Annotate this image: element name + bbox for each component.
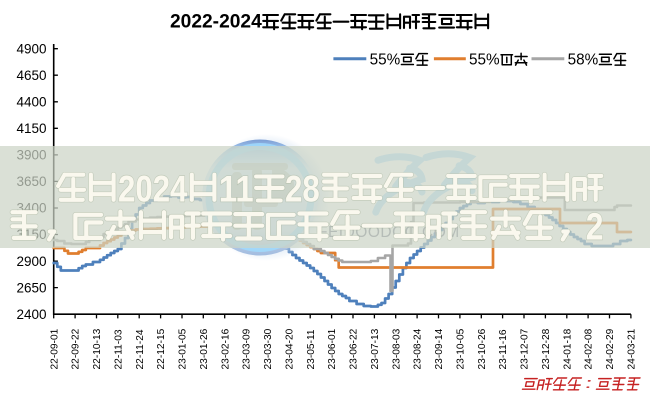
svg-text:22-10-13: 22-10-13 xyxy=(92,328,103,369)
svg-text:23-06-22: 23-06-22 xyxy=(349,328,360,369)
svg-text:4900: 4900 xyxy=(16,41,46,56)
svg-text:24-03-21: 24-03-21 xyxy=(627,328,638,369)
svg-text:23-12-07: 23-12-07 xyxy=(520,328,531,369)
svg-text:23-10-05: 23-10-05 xyxy=(456,328,467,369)
svg-text:24-02-08: 24-02-08 xyxy=(584,328,595,369)
svg-text:23-07-13: 23-07-13 xyxy=(370,328,381,369)
svg-text:4400: 4400 xyxy=(16,95,46,110)
svg-text:24-02-29: 24-02-29 xyxy=(605,328,616,369)
svg-text:4650: 4650 xyxy=(16,68,46,83)
svg-text:23-05-11: 23-05-11 xyxy=(306,329,317,369)
svg-text:11: 11 xyxy=(219,167,254,209)
svg-text:22-11-03: 22-11-03 xyxy=(113,329,124,369)
svg-text:28: 28 xyxy=(285,167,320,209)
svg-text:23-08-03: 23-08-03 xyxy=(391,328,402,369)
svg-text:22-09-22: 22-09-22 xyxy=(71,328,82,369)
svg-text:2024: 2024 xyxy=(118,167,188,209)
svg-text:23-01-05: 23-01-05 xyxy=(178,328,189,369)
svg-text:2400: 2400 xyxy=(16,307,46,322)
svg-text:23-12-28: 23-12-28 xyxy=(541,328,552,369)
svg-text:22-11-24: 22-11-24 xyxy=(135,329,146,369)
svg-text:55%: 55% xyxy=(370,52,401,69)
svg-text:2: 2 xyxy=(586,206,604,248)
svg-text:24-01-18: 24-01-18 xyxy=(562,328,573,369)
svg-text:23-04-20: 23-04-20 xyxy=(285,328,296,369)
svg-text:23-03-30: 23-03-30 xyxy=(263,328,274,369)
svg-text:58%: 58% xyxy=(568,52,599,69)
svg-text:2022-2024: 2022-2024 xyxy=(170,12,262,33)
svg-text:4150: 4150 xyxy=(16,121,46,136)
svg-text:23-06-01: 23-06-01 xyxy=(327,328,338,369)
svg-text:2900: 2900 xyxy=(16,254,46,269)
svg-text:23-09-14: 23-09-14 xyxy=(434,328,445,369)
svg-text:23-11-16: 23-11-16 xyxy=(498,329,509,369)
svg-text:2650: 2650 xyxy=(16,280,46,295)
svg-text:22-09-01: 22-09-01 xyxy=(49,328,60,369)
svg-text:23-03-09: 23-03-09 xyxy=(242,328,253,369)
svg-text:55%: 55% xyxy=(469,52,500,69)
svg-text:23-01-26: 23-01-26 xyxy=(199,328,210,369)
svg-text:22-12-15: 22-12-15 xyxy=(156,328,167,369)
svg-text:23-02-16: 23-02-16 xyxy=(220,328,231,369)
svg-text:23-08-24: 23-08-24 xyxy=(413,328,424,369)
svg-text:23-10-26: 23-10-26 xyxy=(477,328,488,369)
